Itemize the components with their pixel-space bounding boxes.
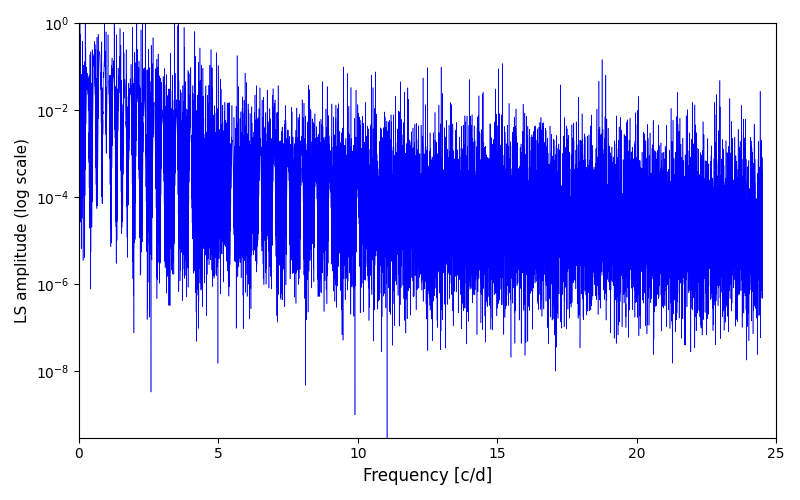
X-axis label: Frequency [c/d]: Frequency [c/d]: [363, 467, 492, 485]
Y-axis label: LS amplitude (log scale): LS amplitude (log scale): [15, 138, 30, 323]
